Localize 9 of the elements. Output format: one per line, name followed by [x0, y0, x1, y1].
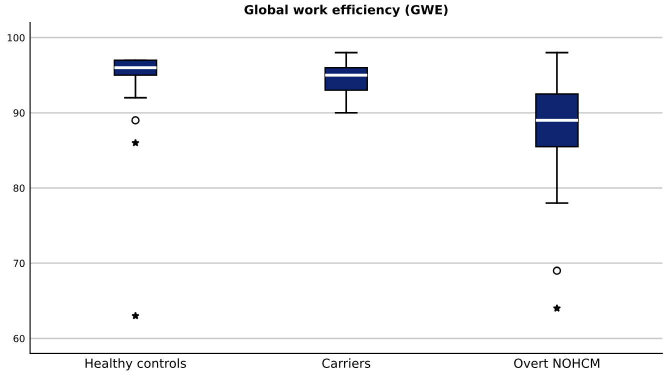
y-tick-label: 100: [8, 34, 25, 42]
x-tick-label: Healthy controls: [86, 358, 186, 370]
chart-title: Global work efficiency (GWE): [244, 4, 448, 17]
y-tick-label: 70: [14, 260, 25, 268]
y-tick-label: 90: [13, 109, 25, 117]
y-tick-label: 80: [14, 184, 25, 192]
x-tick-label: Carriers: [322, 358, 370, 368]
x-tick-label: Overt NOHCM: [514, 358, 600, 368]
y-tick-label: 60: [14, 334, 25, 342]
